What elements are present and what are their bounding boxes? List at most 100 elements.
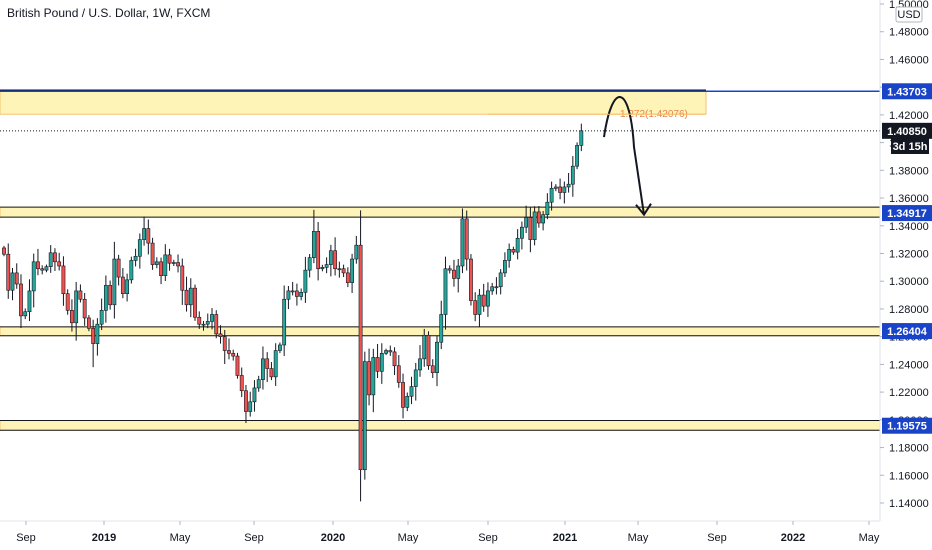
- candle-body-up: [549, 188, 554, 203]
- candle-body-down: [40, 268, 45, 271]
- candle-body-up: [261, 358, 265, 380]
- y-tick-label: 1.46000: [889, 54, 929, 66]
- candle: [167, 248, 172, 271]
- candle-body-up: [125, 279, 130, 294]
- candle: [307, 253, 312, 278]
- y-tick-label: 1.38000: [889, 165, 929, 177]
- candle-body-up: [31, 261, 36, 292]
- candle-body-down: [70, 310, 74, 324]
- candle: [486, 282, 490, 317]
- price-tag-bg: [882, 205, 932, 222]
- candle: [201, 320, 206, 331]
- candle: [481, 283, 486, 312]
- candle: [282, 285, 287, 356]
- candle: [426, 331, 431, 370]
- candle-body-down: [481, 294, 486, 307]
- candle-body-down: [218, 333, 223, 337]
- candle-body-down: [120, 276, 125, 294]
- candle: [137, 233, 142, 269]
- candle: [524, 205, 529, 234]
- candle: [95, 318, 100, 356]
- price-tag-bg: [882, 323, 932, 340]
- candle: [579, 123, 584, 152]
- candle-body-down: [345, 272, 350, 283]
- candle: [452, 259, 456, 287]
- candle-body-down: [116, 258, 121, 278]
- candle-body-up: [350, 258, 354, 283]
- candle: [261, 346, 265, 390]
- candle: [447, 265, 452, 274]
- y-tick-label: 1.24000: [889, 359, 929, 371]
- candle: [142, 216, 146, 246]
- candle-body-up: [532, 211, 537, 240]
- candle: [31, 253, 36, 308]
- currency-badge[interactable]: USD: [895, 6, 923, 23]
- candle-body-up: [524, 217, 529, 228]
- y-tick-label: 1.34000: [889, 221, 929, 233]
- y-tick-label: 1.30000: [889, 276, 929, 288]
- candle-body-up: [435, 341, 439, 374]
- candle: [409, 376, 414, 405]
- candle: [333, 237, 338, 276]
- candle: [48, 245, 53, 273]
- candle-body-up: [311, 231, 316, 258]
- candle-body-down: [401, 382, 405, 408]
- candle: [188, 278, 193, 318]
- candle: [532, 206, 537, 246]
- candle-body-down: [180, 265, 185, 291]
- candle-body-up: [74, 290, 79, 324]
- candle: [392, 347, 397, 376]
- candle-body-down: [150, 242, 155, 265]
- candle-body-down: [227, 350, 231, 354]
- candle-body-up: [320, 267, 325, 270]
- candle: [231, 349, 236, 361]
- candle: [316, 221, 321, 281]
- price-tag-bg: [882, 122, 932, 139]
- candle-body-down: [558, 186, 562, 193]
- support-resistance-zone: [0, 90, 707, 115]
- candle-body-up: [460, 218, 465, 267]
- candle-body-up: [205, 321, 210, 325]
- candles-layer: [2, 123, 584, 502]
- candle: [44, 264, 49, 273]
- candle-body-down: [57, 261, 62, 267]
- support-resistance-zone: [0, 206, 881, 218]
- candle-body-up: [252, 387, 257, 403]
- candle-body-down: [426, 334, 431, 367]
- candle-body-down: [235, 355, 240, 376]
- candle-body-up: [142, 228, 146, 240]
- price-tag: 1.26404: [882, 323, 932, 340]
- candle: [14, 263, 19, 289]
- x-axis: Sep 2019 May Sep 2020 May Sep 2021 May Sep 2022 May: [16, 521, 880, 544]
- candle: [10, 267, 15, 301]
- candle: [575, 142, 579, 170]
- candle: [405, 392, 410, 412]
- candle: [354, 235, 359, 264]
- candle-body-up: [439, 314, 444, 343]
- y-tick-label: 1.18000: [889, 443, 929, 455]
- candle: [422, 328, 427, 367]
- annotation-layer: 1.272(1.42076): [488, 96, 706, 217]
- candle: [197, 311, 202, 329]
- candle: [541, 211, 546, 231]
- candle-body-up: [299, 292, 304, 297]
- candle-body-up: [418, 358, 422, 371]
- candle-body-up: [545, 201, 550, 215]
- candle-body-up: [371, 357, 376, 396]
- candle-body-down: [19, 283, 23, 317]
- candle: [295, 283, 299, 306]
- candle-body-down: [452, 269, 456, 279]
- candle: [256, 375, 261, 392]
- candle: [379, 343, 384, 384]
- candle-body-up: [133, 255, 138, 261]
- chart-title: British Pound / U.S. Dollar, 1W, FXCM: [7, 6, 211, 20]
- candle: [303, 256, 308, 303]
- candle: [133, 248, 138, 267]
- candle: [99, 298, 104, 331]
- candle-body-down: [367, 361, 371, 396]
- candle: [40, 265, 45, 275]
- candle-body-up: [362, 361, 367, 471]
- candle: [519, 221, 524, 250]
- candle: [375, 344, 380, 379]
